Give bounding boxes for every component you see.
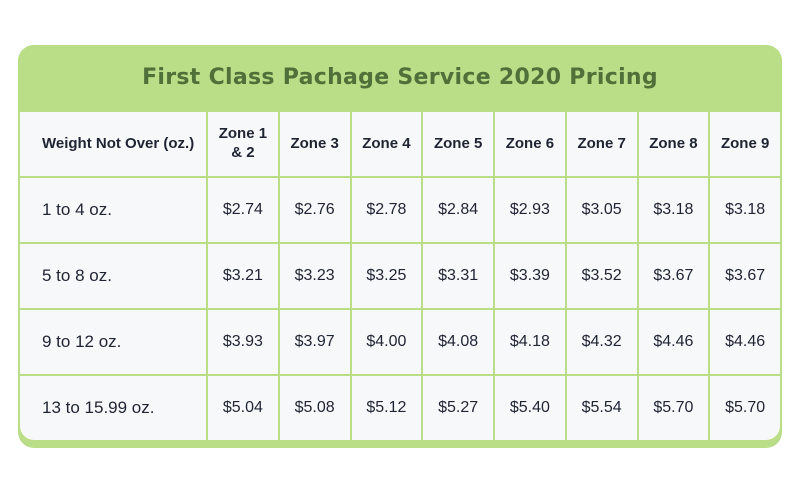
- price-cell: $5.70: [710, 376, 780, 440]
- zone-column-header: Zone 3: [279, 112, 350, 176]
- price-cell: $5.04: [208, 376, 278, 440]
- price-cell: $4.32: [566, 310, 637, 374]
- table-row: 1 to 4 oz. $2.74 $2.76 $2.78 $2.84 $2.93 $3.05…: [20, 178, 780, 242]
- table-title-banner: First Class Pachage Service 2020 Pricing: [18, 45, 782, 110]
- price-cell: $2.78: [351, 178, 422, 242]
- weight-range-cell: 5 to 8 oz.: [20, 244, 206, 308]
- price-cell: $2.76: [279, 178, 350, 242]
- table-row: 13 to 15.99 oz. $5.04 $5.08 $5.12 $5.27 $5.40…: [20, 376, 780, 440]
- zone-column-header: Zone 6: [495, 112, 565, 176]
- price-cell: $2.74: [208, 178, 278, 242]
- price-cell: $4.46: [638, 310, 709, 374]
- price-cell: $3.18: [710, 178, 780, 242]
- price-cell: $3.67: [710, 244, 780, 308]
- price-cell: $3.31: [423, 244, 493, 308]
- table-body: 1 to 4 oz. $2.74 $2.76 $2.78 $2.84 $2.93 $3.05…: [20, 178, 780, 440]
- zone-column-header: Zone 4: [351, 112, 422, 176]
- zone-column-header: Zone 8: [638, 112, 709, 176]
- price-cell: $5.12: [351, 376, 422, 440]
- price-cell: $3.25: [351, 244, 422, 308]
- price-cell: $3.52: [566, 244, 637, 308]
- zone-column-header: Zone 1 & 2: [208, 112, 278, 176]
- price-cell: $4.46: [710, 310, 780, 374]
- zone-column-header: Zone 7: [566, 112, 637, 176]
- price-cell: $5.70: [638, 376, 709, 440]
- price-cell: $4.00: [351, 310, 422, 374]
- header-row: Weight Not Over (oz.) Zone 1 & 2 Zone 3 Zon…: [20, 112, 780, 176]
- weight-range-cell: 1 to 4 oz.: [20, 178, 206, 242]
- table-header: Weight Not Over (oz.) Zone 1 & 2 Zone 3 Zon…: [20, 112, 780, 176]
- price-cell: $3.05: [566, 178, 637, 242]
- price-cell: $5.08: [279, 376, 350, 440]
- price-cell: $3.18: [638, 178, 709, 242]
- price-cell: $3.97: [279, 310, 350, 374]
- table-row: 5 to 8 oz. $3.21 $3.23 $3.25 $3.31 $3.39 $3.52…: [20, 244, 780, 308]
- price-cell: $4.08: [423, 310, 493, 374]
- zone-column-header: Zone 9: [710, 112, 780, 176]
- weight-column-header: Weight Not Over (oz.): [20, 112, 206, 176]
- price-cell: $3.23: [279, 244, 350, 308]
- price-cell: $2.93: [495, 178, 565, 242]
- price-cell: $3.67: [638, 244, 709, 308]
- pricing-table-card: First Class Pachage Service 2020 Pricing…: [18, 45, 782, 448]
- table-row: 9 to 12 oz. $3.93 $3.97 $4.00 $4.08 $4.18 $4.3…: [20, 310, 780, 374]
- zone-column-header: Zone 5: [423, 112, 493, 176]
- price-cell: $5.54: [566, 376, 637, 440]
- table-title: First Class Pachage Service 2020 Pricing: [142, 65, 658, 90]
- pricing-table: Weight Not Over (oz.) Zone 1 & 2 Zone 3 Zon…: [18, 110, 782, 442]
- weight-range-cell: 13 to 15.99 oz.: [20, 376, 206, 440]
- price-cell: $3.21: [208, 244, 278, 308]
- price-cell: $5.27: [423, 376, 493, 440]
- price-cell: $5.40: [495, 376, 565, 440]
- price-cell: $3.93: [208, 310, 278, 374]
- weight-range-cell: 9 to 12 oz.: [20, 310, 206, 374]
- price-cell: $3.39: [495, 244, 565, 308]
- price-cell: $2.84: [423, 178, 493, 242]
- price-cell: $4.18: [495, 310, 565, 374]
